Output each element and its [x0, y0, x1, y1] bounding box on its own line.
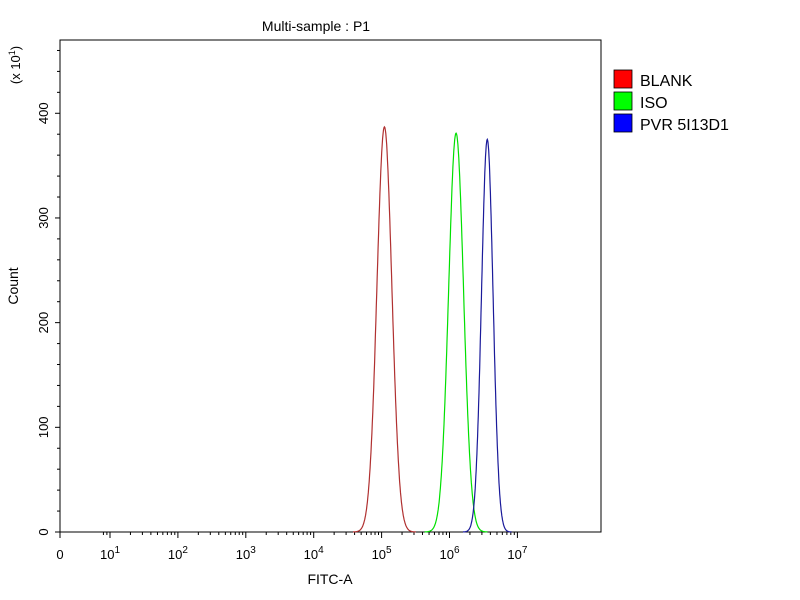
- legend-swatch: [613, 113, 633, 133]
- legend-swatch: [613, 69, 633, 89]
- y-tick-label: 100: [36, 416, 51, 438]
- y-tick-label: 0: [36, 528, 51, 535]
- x-tick-label: 105: [372, 545, 392, 562]
- chart-title: Multi-sample : P1: [262, 18, 370, 34]
- y-tick-label: 300: [36, 207, 51, 229]
- y-tick-label: 200: [36, 312, 51, 334]
- legend-label: PVR 5I13D1: [640, 117, 729, 134]
- series-line-pvr-5i13d1: [463, 137, 512, 533]
- x-axis-title: FITC-A: [307, 571, 353, 587]
- y-multiplier-label: (x 101): [7, 46, 23, 84]
- x-tick-label: 0: [56, 547, 63, 562]
- histogram-series: [353, 125, 512, 533]
- plot-frame: [59, 39, 602, 533]
- x-tick-label: 102: [168, 545, 188, 562]
- x-tick-label: 104: [304, 545, 324, 562]
- axis-ticks: 0 100 200 300 400 0 101 102 103 104 105 106 107: [36, 49, 528, 562]
- legend-label: BLANK: [640, 73, 693, 90]
- y-tick-label: 400: [36, 102, 51, 124]
- legend: BLANK ISO PVR 5I13D1: [613, 69, 729, 134]
- legend-label: ISO: [640, 95, 668, 112]
- legend-swatch: [613, 91, 633, 111]
- series-line-iso: [424, 132, 488, 533]
- x-tick-label: 107: [507, 545, 527, 562]
- x-tick-label: 101: [100, 545, 120, 562]
- x-tick-label: 103: [236, 545, 256, 562]
- series-line-blank: [353, 125, 416, 533]
- y-axis-title: Count: [5, 267, 21, 304]
- x-tick-label: 106: [439, 545, 459, 562]
